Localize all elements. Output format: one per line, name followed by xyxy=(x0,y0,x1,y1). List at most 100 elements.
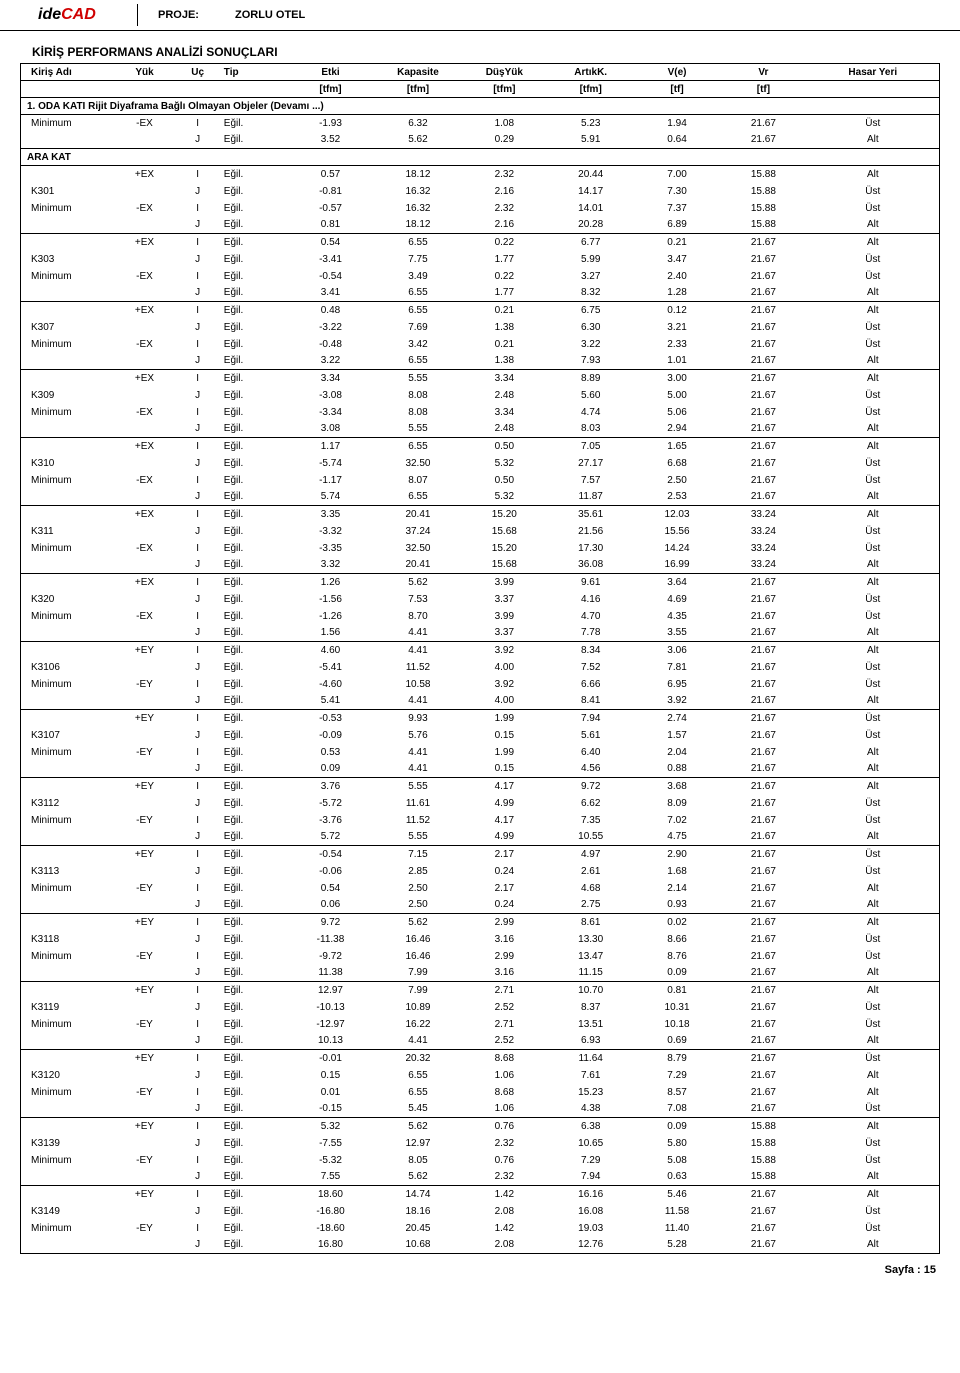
cell: 16.99 xyxy=(634,557,720,574)
cell: Üst xyxy=(807,251,940,268)
cell: Üst xyxy=(807,183,940,200)
cell: 0.15 xyxy=(461,761,547,778)
cell: 21.67 xyxy=(720,982,806,999)
cell: Eğil. xyxy=(220,506,286,523)
table-row: K3113JEğil.-0.062.850.242.611.6821.67Üst xyxy=(21,863,940,880)
cell: 0.24 xyxy=(461,863,547,880)
cell: J xyxy=(176,591,220,608)
cell: Alt xyxy=(807,506,940,523)
cell: Eğil. xyxy=(220,761,286,778)
cell: 10.13 xyxy=(286,1033,375,1050)
col-dusyuk: DüşYük xyxy=(461,64,547,81)
cell: J xyxy=(176,319,220,336)
cell: 3.34 xyxy=(461,404,547,421)
cell: Alt xyxy=(807,642,940,659)
cell xyxy=(21,557,114,574)
cell: 15.20 xyxy=(461,506,547,523)
cell xyxy=(21,897,114,914)
cell: 2.50 xyxy=(634,472,720,489)
table-row: +EYIEğil.12.977.992.7110.700.8121.67Alt xyxy=(21,982,940,999)
cell: 4.35 xyxy=(634,608,720,625)
cell: -3.35 xyxy=(286,540,375,557)
cell: 5.45 xyxy=(375,1101,461,1118)
cell: -EY xyxy=(114,1084,176,1101)
cell: 15.88 xyxy=(720,183,806,200)
cell: 2.61 xyxy=(548,863,634,880)
cell: 32.50 xyxy=(375,540,461,557)
table-row: K311JEğil.-3.3237.2415.6821.5615.5633.24… xyxy=(21,523,940,540)
cell: 0.76 xyxy=(461,1118,547,1135)
table-row: JEğil.3.226.551.387.931.0121.67Alt xyxy=(21,353,940,370)
cell: Alt xyxy=(807,693,940,710)
cell: 1.99 xyxy=(461,744,547,761)
cell: Eğil. xyxy=(220,217,286,234)
cell: -5.32 xyxy=(286,1152,375,1169)
cell: 6.68 xyxy=(634,455,720,472)
cell: 15.88 xyxy=(720,1169,806,1186)
cell: +EX xyxy=(114,302,176,319)
cell: Eğil. xyxy=(220,523,286,540)
cell: Üst xyxy=(807,1203,940,1220)
cell: 6.55 xyxy=(375,438,461,455)
cell: 18.16 xyxy=(375,1203,461,1220)
cell: 20.28 xyxy=(548,217,634,234)
cell: 3.00 xyxy=(634,370,720,387)
cell: 12.97 xyxy=(375,1135,461,1152)
cell: 6.55 xyxy=(375,353,461,370)
section-row: 1. ODA KATI Rijit Diyaframa Bağlı Olmaya… xyxy=(21,98,940,115)
cell: 8.68 xyxy=(461,1050,547,1067)
cell: -0.48 xyxy=(286,336,375,353)
cell: -3.22 xyxy=(286,319,375,336)
cell: Üst xyxy=(807,863,940,880)
cell xyxy=(114,1203,176,1220)
col-kiris: Kiriş Adı xyxy=(21,64,114,81)
cell xyxy=(114,1237,176,1254)
cell: 2.50 xyxy=(375,897,461,914)
cell: 5.62 xyxy=(375,574,461,591)
cell: 6.38 xyxy=(548,1118,634,1135)
table-row: K3120JEğil.0.156.551.067.617.2921.67Alt xyxy=(21,1067,940,1084)
cell: Alt xyxy=(807,234,940,251)
cell: 8.70 xyxy=(375,608,461,625)
cell: 6.32 xyxy=(375,115,461,132)
cell xyxy=(114,183,176,200)
cell: K3113 xyxy=(21,863,114,880)
cell xyxy=(114,999,176,1016)
cell: J xyxy=(176,1135,220,1152)
cell: Üst xyxy=(807,387,940,404)
cell: +EY xyxy=(114,1186,176,1203)
cell: 1.57 xyxy=(634,727,720,744)
cell: I xyxy=(176,1220,220,1237)
table-row: K3149JEğil.-16.8018.162.0816.0811.5821.6… xyxy=(21,1203,940,1220)
table-row: +EYIEğil.18.6014.741.4216.165.4621.67Alt xyxy=(21,1186,940,1203)
cell: 21.67 xyxy=(720,965,806,982)
cell: 4.60 xyxy=(286,642,375,659)
cell: I xyxy=(176,302,220,319)
table-row: +EYIEğil.-0.0120.328.6811.648.7921.67Üst xyxy=(21,1050,940,1067)
cell: +EX xyxy=(114,370,176,387)
cell: 6.66 xyxy=(548,676,634,693)
cell: -11.38 xyxy=(286,931,375,948)
cell: 3.37 xyxy=(461,625,547,642)
cell xyxy=(21,982,114,999)
cell: 7.15 xyxy=(375,846,461,863)
cell: I xyxy=(176,914,220,931)
cell: 16.32 xyxy=(375,183,461,200)
cell: I xyxy=(176,1118,220,1135)
cell: 21.67 xyxy=(720,115,806,132)
cell: 14.74 xyxy=(375,1186,461,1203)
cell: 12.03 xyxy=(634,506,720,523)
table-row: Minimum-EXIEğil.-1.936.321.085.231.9421.… xyxy=(21,115,940,132)
cell: Eğil. xyxy=(220,863,286,880)
cell: 5.46 xyxy=(634,1186,720,1203)
cell xyxy=(21,302,114,319)
cell xyxy=(21,166,114,183)
cell: K3118 xyxy=(21,931,114,948)
cell xyxy=(21,1050,114,1067)
cell: -EY xyxy=(114,1152,176,1169)
cell: 6.93 xyxy=(548,1033,634,1050)
cell: 7.75 xyxy=(375,251,461,268)
table-row: JEğil.16.8010.682.0812.765.2821.67Alt xyxy=(21,1237,940,1254)
cell: 5.00 xyxy=(634,387,720,404)
cell: 21.67 xyxy=(720,1067,806,1084)
